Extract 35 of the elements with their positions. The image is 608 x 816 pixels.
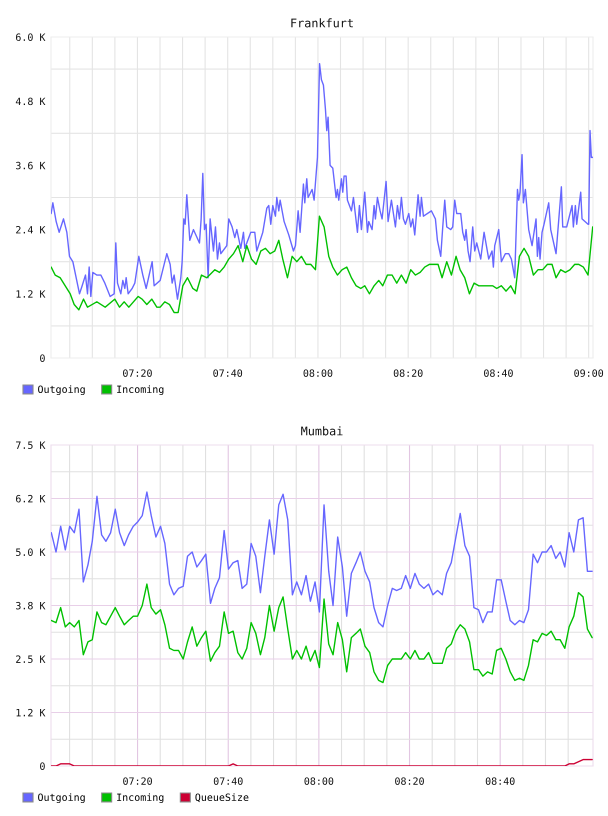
y-tick-label: 0	[40, 762, 45, 770]
line-series	[51, 491, 593, 628]
y-tick-label: 3.6 K	[16, 162, 46, 170]
legend-label: QueueSize	[195, 793, 248, 802]
legend-label: Outgoing	[38, 793, 85, 804]
y-tick-label: 7.5 K	[16, 442, 46, 449]
x-tick-label: 08:20	[394, 369, 423, 377]
line-series	[51, 583, 593, 684]
y-tick-label: 1.2 K	[16, 708, 46, 716]
x-tick-label: 08:00	[304, 369, 332, 377]
y-tick-label: 3.8 K	[16, 602, 46, 610]
x-tick-label: 07:20	[123, 369, 152, 377]
y-tick-label: 2.5 K	[16, 655, 46, 663]
y-tick-label: 6.2 K	[16, 494, 46, 502]
y-tick-label: 4.8 K	[16, 98, 46, 106]
chart-title: Mumbai	[301, 426, 343, 436]
x-tick-label: 08:00	[304, 777, 334, 785]
line-series	[51, 63, 593, 300]
legend-label: Outgoing	[38, 385, 85, 396]
y-tick-label: 2.4 K	[16, 226, 46, 234]
x-tick-label: 09:00	[574, 369, 604, 377]
x-tick-label: 08:40	[484, 369, 513, 377]
y-tick-label: 1.2 K	[16, 290, 46, 298]
legend-label: Incoming	[117, 385, 164, 396]
x-tick-label: 07:40	[213, 369, 242, 377]
x-tick-label: 07:20	[123, 777, 152, 785]
y-tick-label: 0	[40, 354, 45, 362]
x-tick-label: 08:40	[486, 777, 515, 785]
line-series	[51, 216, 593, 314]
chart-title: Frankfurt	[291, 18, 353, 28]
x-tick-label: 07:40	[214, 777, 243, 785]
y-tick-label: 6.0 K	[16, 33, 46, 41]
legend-label: Incoming	[117, 793, 164, 804]
y-tick-label: 5.0 K	[16, 548, 46, 556]
x-tick-label: 08:20	[395, 777, 424, 785]
